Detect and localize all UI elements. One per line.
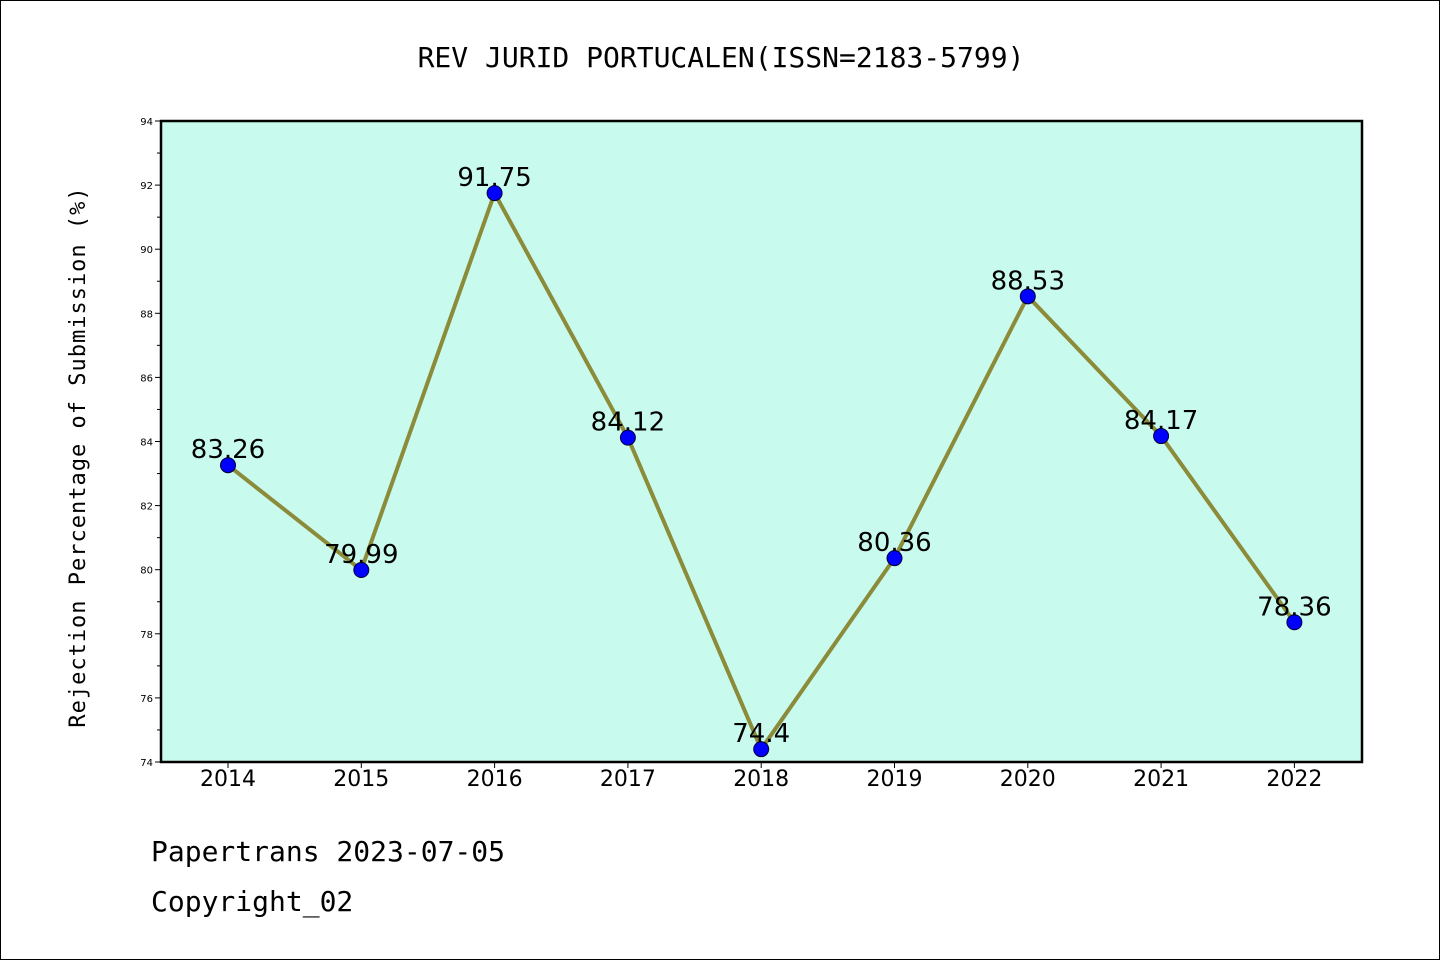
y-tick-label: 82 [140,502,153,513]
y-tick-label: 94 [140,117,153,128]
data-label: 78.36 [1257,592,1331,622]
y-tick-label: 76 [140,694,153,705]
data-point [1019,288,1036,305]
footer-copyright: Copyright_02 [151,885,354,918]
data-label: 84.17 [1124,406,1198,436]
data-label: 84.12 [591,408,665,438]
x-tick-label: 2017 [600,767,656,792]
y-tick-label: 86 [140,373,153,384]
y-tick-label: 74 [140,758,153,769]
y-axis-label: Rejection Percentage of Submission (%) [66,186,91,727]
x-tick-label: 2020 [1000,767,1056,792]
data-point [486,185,503,202]
chart-title: REV JURID PORTUCALEN(ISSN=2183-5799) [418,41,1025,74]
y-tick-label: 88 [140,309,153,320]
data-point [1153,428,1170,445]
x-axis: 2014 2015 2016 2017 2018 2019 2020 2021 2022 [200,762,1322,792]
footer-source: Papertrans 2023-07-05 [151,835,506,868]
data-label: 88.53 [991,266,1065,296]
data-point [220,457,236,474]
data-label: 74.4 [732,719,790,749]
x-tick-label: 2018 [733,767,789,792]
data-label: 80.36 [857,528,931,558]
data-point [353,562,370,579]
data-label: 79.99 [324,540,398,570]
data-point [1286,614,1303,631]
y-tick-label: 80 [140,566,153,577]
y-tick-label: 92 [140,181,153,192]
plot-area [159,119,1364,764]
y-axis: 74 76 78 80 82 84 86 88 90 92 94 [140,117,161,769]
series-line [220,185,1303,758]
data-labels: 83.26 79.99 91.75 84.12 74.4 80.36 88.53 84.17 7… [191,163,1332,749]
data-label: 83.26 [191,435,265,465]
y-tick-label: 78 [140,630,153,641]
data-point [886,550,903,567]
x-tick-label: 2015 [333,767,389,792]
data-label: 91.75 [457,163,531,193]
y-tick-label: 84 [140,438,153,449]
data-point [753,741,770,758]
x-tick-label: 2019 [867,767,923,792]
x-tick-label: 2014 [200,767,256,792]
x-tick-label: 2016 [467,767,523,792]
data-point [619,429,636,446]
y-tick-label: 90 [140,245,153,256]
x-tick-label: 2022 [1266,767,1322,792]
x-tick-label: 2021 [1133,767,1189,792]
